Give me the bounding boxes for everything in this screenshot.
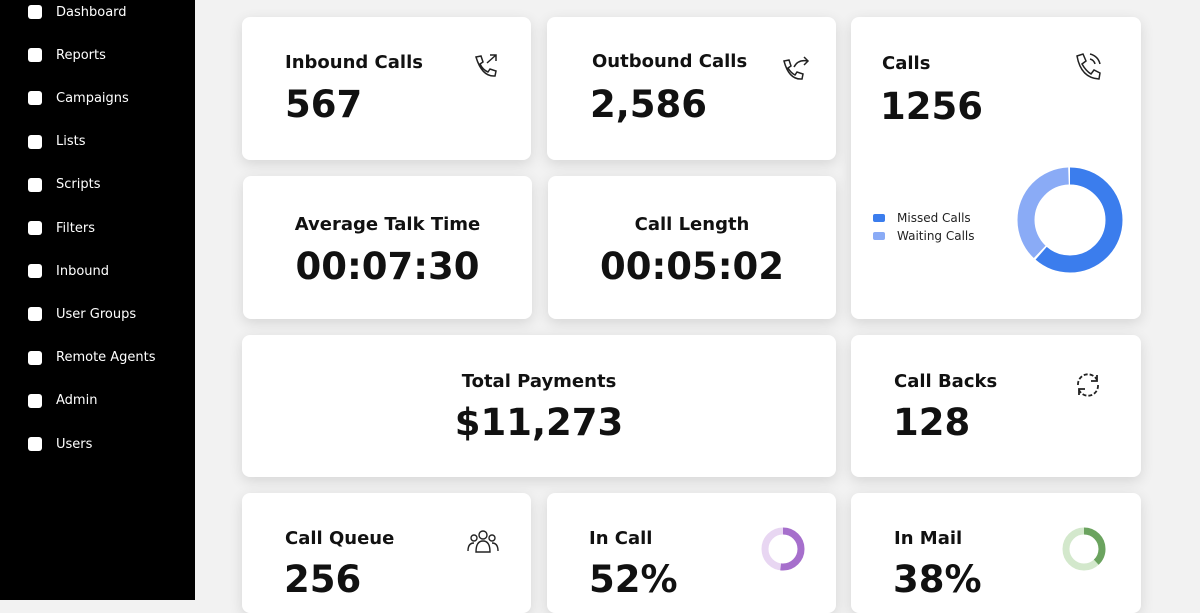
in-call-card: In Call 52% — [547, 493, 836, 613]
legend-item: Waiting Calls — [873, 229, 975, 243]
nav-icon — [28, 5, 42, 19]
legend-label: Waiting Calls — [897, 229, 975, 243]
nav-label: Users — [56, 436, 93, 452]
donut-segment — [1017, 167, 1123, 273]
nav-item[interactable]: Lists — [28, 132, 86, 152]
nav-label: Filters — [56, 220, 95, 236]
card-value: 52% — [589, 558, 678, 601]
legend-item: Missed Calls — [873, 211, 971, 225]
nav-label: Remote Agents — [56, 350, 156, 366]
nav-item[interactable]: User Groups — [28, 304, 136, 324]
outbound-card: Outbound Calls 2,586 — [547, 17, 836, 160]
nav-icon — [28, 307, 42, 322]
nav-icon — [28, 393, 42, 408]
sidebar: Dashboard Reports Campaigns Lists Scripts Fil… — [0, 0, 195, 600]
card-title: In Mail — [894, 528, 963, 549]
ring-value — [761, 527, 805, 571]
progress-ring — [761, 527, 805, 571]
card-value: 38% — [893, 558, 982, 601]
phone-icon — [475, 54, 497, 77]
call-length-card: Call Length 00:05:02 — [548, 176, 836, 319]
donut-chart — [1017, 167, 1123, 273]
card-value: 567 — [285, 83, 363, 126]
card-title: Call Length — [634, 214, 750, 235]
calls-card: Calls 1256 Missed Calls Waiting Calls — [851, 17, 1141, 319]
legend-swatch — [873, 214, 885, 222]
card-title: Average Talk Time — [294, 214, 481, 235]
card-title: Call Backs — [894, 371, 998, 392]
card-value: 1256 — [880, 85, 983, 128]
nav-item[interactable]: Users — [28, 434, 92, 454]
card-value: $11,273 — [454, 401, 624, 444]
nav-label: Campaigns — [56, 90, 129, 106]
nav-label: Dashboard — [56, 4, 127, 20]
nav-label: Lists — [56, 134, 86, 150]
inbound-card: Inbound Calls 567 — [242, 17, 531, 160]
nav-item[interactable]: Reports — [28, 45, 106, 65]
card-title: In Call — [589, 528, 653, 549]
nav-icon — [28, 91, 42, 106]
nav-icon — [28, 350, 42, 365]
card-value: 2,586 — [590, 83, 708, 126]
progress-ring — [1062, 527, 1106, 571]
nav-icon — [28, 134, 42, 149]
card-value: 128 — [893, 401, 971, 444]
nav-icon — [28, 221, 42, 235]
nav-icon — [28, 48, 42, 63]
nav-item[interactable]: Admin — [28, 391, 97, 411]
nav-item[interactable]: Campaigns — [28, 88, 129, 108]
nav-item[interactable]: Dashboard — [28, 2, 127, 22]
callbacks-card: Call Backs 128 — [851, 335, 1141, 477]
queue-card: Call Queue 256 — [242, 493, 531, 613]
nav-icon — [28, 177, 42, 192]
phone-icon — [1076, 53, 1101, 80]
card-value: 00:05:02 — [599, 245, 785, 288]
phone-icon — [783, 56, 810, 80]
card-value: 256 — [284, 558, 362, 601]
nav-label: Reports — [56, 47, 106, 63]
callback-icon — [1077, 373, 1099, 397]
nav-label: Scripts — [56, 177, 101, 193]
nav-item[interactable]: Filters — [28, 218, 95, 238]
card-title: Outbound Calls — [592, 51, 748, 72]
nav-item[interactable]: Inbound — [28, 261, 109, 281]
nav-label: Inbound — [56, 263, 110, 279]
donut-segment — [1017, 167, 1123, 273]
nav-label: Admin — [56, 393, 98, 409]
group-icon — [467, 530, 499, 553]
legend-swatch — [873, 232, 885, 240]
dashboard-page: Dashboard Reports Campaigns Lists Scripts Fil… — [0, 0, 1141, 613]
legend-label: Missed Calls — [897, 211, 971, 225]
talk-time-card: Average Talk Time 00:07:30 — [243, 176, 532, 319]
card-title: Call Queue — [285, 528, 395, 549]
ring-value — [1062, 527, 1106, 571]
nav-item[interactable]: Scripts — [28, 175, 100, 195]
card-value: 00:07:30 — [295, 245, 480, 288]
in-mail-card: In Mail 38% — [851, 493, 1141, 613]
card-title: Total Payments — [461, 371, 617, 392]
card-title: Calls — [882, 53, 931, 74]
card-title: Inbound Calls — [285, 52, 423, 73]
nav-icon — [28, 264, 42, 279]
nav-label: User Groups — [56, 306, 137, 322]
payments-card: Total Payments $11,273 — [242, 335, 836, 477]
nav-item[interactable]: Remote Agents — [28, 348, 156, 368]
nav-icon — [28, 437, 42, 451]
